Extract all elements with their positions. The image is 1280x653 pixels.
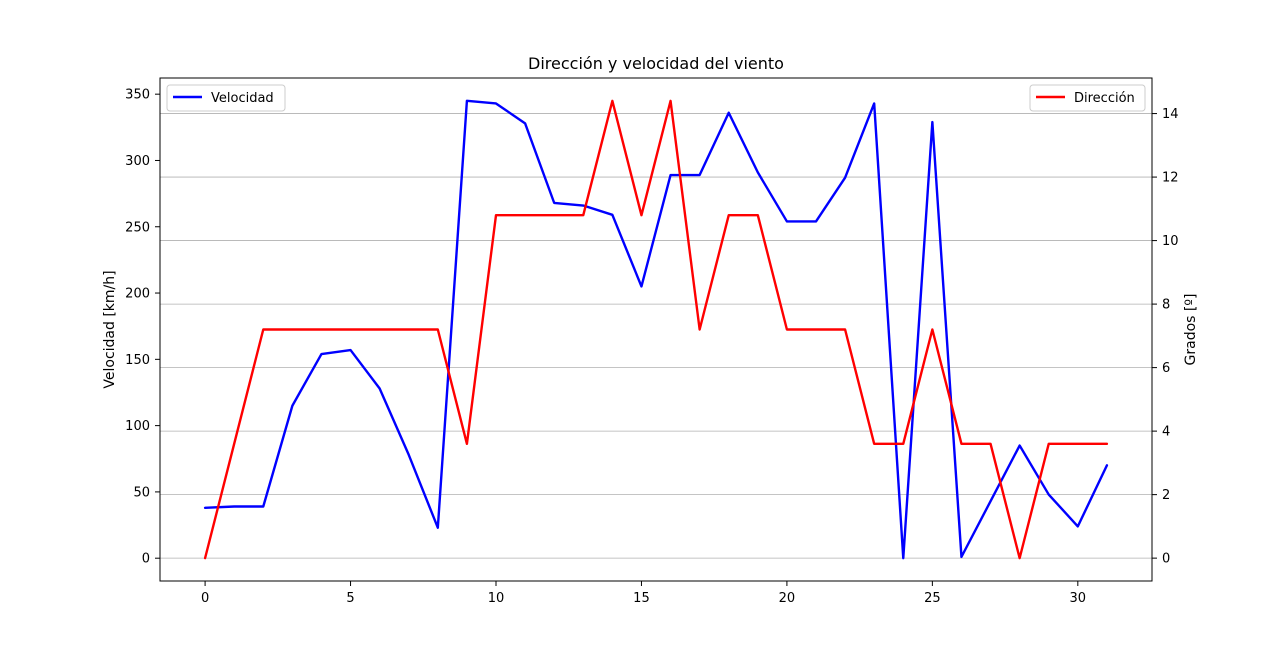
y-tick-label: 200: [125, 287, 150, 302]
x-axis: 0 5 10 15 20 25 30: [201, 581, 1086, 606]
series-line-direccion: [203, 99, 1109, 560]
legend-box: [166, 84, 286, 112]
y2-tick-label: 6: [1162, 361, 1170, 376]
x-tick-label: 10: [488, 591, 505, 606]
y-tick-label: 0: [142, 552, 150, 567]
x-tick-label: 20: [779, 591, 796, 606]
legend-box: [1029, 84, 1146, 112]
grid-lines: [160, 113, 1152, 559]
legend-direccion: Dirección: [1029, 84, 1146, 112]
y2-tick-label: 8: [1162, 298, 1170, 313]
y-tick-label: 100: [125, 419, 150, 434]
y2-tick-label: 14: [1162, 107, 1179, 122]
y2-axis-label: Grados [º]: [1183, 294, 1199, 366]
y2-tick-label: 10: [1162, 234, 1179, 249]
y-axis-left: 0 50 100 150 200 250 300 350: [125, 88, 160, 567]
series-line-velocidad: [203, 99, 1109, 560]
y-tick-label: 250: [125, 220, 150, 235]
y-tick-label: 50: [133, 485, 150, 500]
plot-frame: [159, 77, 1153, 582]
y-axis-right: 0 2 4 6 8 10 12 14: [1152, 107, 1179, 567]
x-tick-label: 0: [201, 591, 209, 606]
x-tick-label: 15: [633, 591, 650, 606]
x-tick-label: 25: [924, 591, 941, 606]
x-tick-label: 5: [346, 591, 354, 606]
legend-velocidad: Velocidad: [166, 84, 286, 112]
x-tick-label: 30: [1070, 591, 1087, 606]
chart-title: Dirección y velocidad del viento: [528, 54, 784, 73]
legend-label-velocidad: Velocidad: [211, 91, 274, 106]
y2-tick-label: 4: [1162, 425, 1170, 440]
y-tick-label: 150: [125, 353, 150, 368]
y2-tick-label: 2: [1162, 488, 1170, 503]
series-lines: [203, 99, 1109, 560]
y2-tick-label: 0: [1162, 552, 1170, 567]
y2-tick-label: 12: [1162, 171, 1179, 186]
y-tick-label: 300: [125, 154, 150, 169]
y-axis-label: Velocidad [km/h]: [102, 270, 118, 388]
y-tick-label: 350: [125, 88, 150, 103]
legend-label-direccion: Dirección: [1074, 91, 1135, 106]
